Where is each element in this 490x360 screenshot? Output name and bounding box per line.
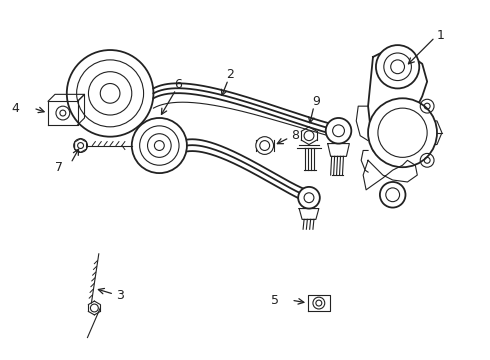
Text: 8: 8: [291, 129, 299, 142]
Circle shape: [256, 137, 273, 154]
Text: 9: 9: [312, 95, 320, 108]
Text: 5: 5: [271, 294, 279, 307]
Circle shape: [376, 45, 419, 89]
Circle shape: [368, 98, 437, 167]
Text: 6: 6: [174, 78, 182, 91]
Text: 1: 1: [437, 29, 445, 42]
Circle shape: [298, 187, 320, 208]
Text: 2: 2: [226, 68, 234, 81]
Circle shape: [326, 118, 351, 144]
Text: 4: 4: [12, 102, 20, 114]
Text: 7: 7: [55, 161, 63, 174]
Circle shape: [380, 182, 406, 208]
Text: 3: 3: [116, 289, 124, 302]
